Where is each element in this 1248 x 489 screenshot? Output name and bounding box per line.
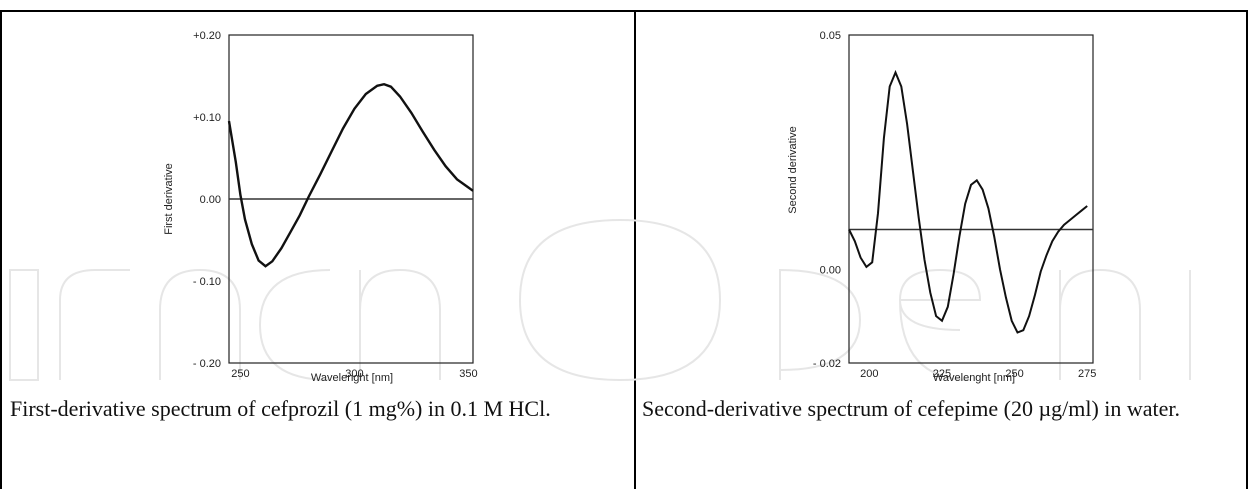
y-tick-labels: 0.05 0.00 - 0.02 [813, 30, 841, 370]
x-tick-label: 250 [1005, 368, 1023, 380]
x-tick-label: 200 [860, 368, 878, 380]
y-tick-label: - 0.02 [813, 358, 841, 370]
first-derivative-chart: +0.20 +0.10 0.00 - 0.10 - 0.20 250 300 350 Fir… [163, 30, 478, 384]
x-tick-label: 275 [1078, 368, 1096, 380]
y-tick-label: +0.10 [193, 112, 221, 124]
y-tick-label: 0.00 [820, 264, 841, 276]
x-axis-label: Wavelenght [nm] [311, 372, 393, 384]
y-tick-label: - 0.10 [193, 276, 221, 288]
caption-right: Second-derivative spectrum of cefepime (… [642, 396, 1181, 421]
y-tick-label: 0.05 [820, 30, 841, 42]
y-axis-label: First derivative [163, 163, 175, 235]
y-tick-label: 0.00 [200, 194, 221, 206]
y-tick-labels: +0.20 +0.10 0.00 - 0.10 - 0.20 [193, 30, 221, 370]
second-derivative-chart: 0.05 0.00 - 0.02 200 225 250 275 Second deriv… [787, 30, 1096, 384]
x-tick-label: 225 [933, 368, 951, 380]
left-cell [0, 10, 636, 489]
x-tick-label: 350 [459, 368, 477, 380]
series-line [848, 69, 1088, 334]
x-tick-label: 300 [345, 368, 363, 380]
x-tick-labels: 250 300 350 [231, 368, 477, 380]
y-tick-label: +0.20 [193, 30, 221, 42]
plot-area [848, 34, 1094, 364]
y-tick-label: - 0.20 [193, 358, 221, 370]
y-axis-label: Second derivative [787, 126, 799, 213]
x-tick-label: 250 [231, 368, 249, 380]
caption-left: First-derivative spectrum of cefprozil (… [10, 396, 551, 421]
x-axis-label: Wavelenght [nm] [933, 372, 1015, 384]
x-tick-labels: 200 225 250 275 [860, 368, 1096, 380]
series-line [227, 82, 474, 268]
right-cell [634, 10, 1248, 489]
